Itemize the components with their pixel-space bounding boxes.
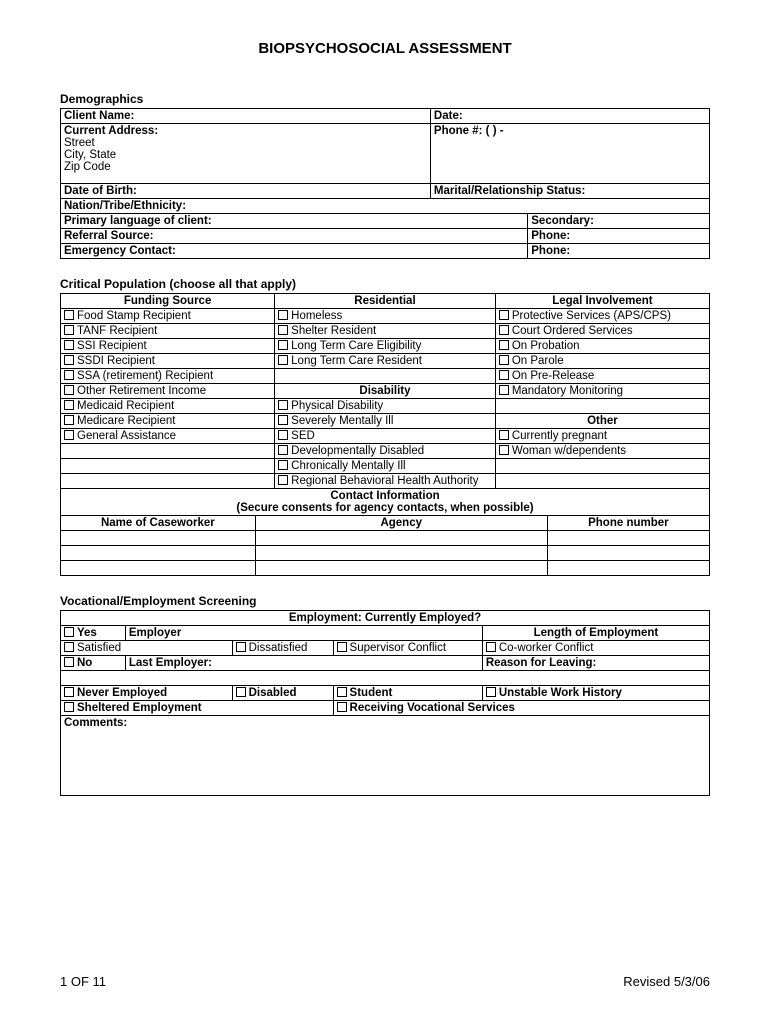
residential-col: Residential <box>275 294 496 309</box>
last-employer-label[interactable]: Last Employer: <box>125 656 482 671</box>
vocational-table: Employment: Currently Employed? Yes Empl… <box>60 610 710 796</box>
referral-label[interactable]: Referral Source: <box>61 229 528 244</box>
contact-table: Name of Caseworker Agency Phone number <box>60 516 710 576</box>
emergency-phone-label[interactable]: Phone: <box>528 244 710 259</box>
chk-tanf[interactable]: TANF Recipient <box>61 324 275 339</box>
chk-receiving[interactable]: Receiving Vocational Services <box>333 701 709 716</box>
chk-medicare[interactable]: Medicare Recipient <box>61 414 275 429</box>
critical-header: Critical Population (choose all that app… <box>60 277 710 291</box>
reason-label[interactable]: Reason for Leaving: <box>482 656 709 671</box>
chk-court[interactable]: Court Ordered Services <box>495 324 709 339</box>
length-label[interactable]: Length of Employment <box>482 626 709 641</box>
chk-general[interactable]: General Assistance <box>61 429 275 444</box>
disability-header: Disability <box>275 384 496 399</box>
phone-label[interactable]: Phone #: ( ) - <box>430 124 709 184</box>
revised-date: Revised 5/3/06 <box>623 974 710 989</box>
primary-lang-label[interactable]: Primary language of client: <box>61 214 528 229</box>
demographics-header: Demographics <box>60 92 710 106</box>
chk-ssa[interactable]: SSA (retirement) Recipient <box>61 369 275 384</box>
chk-shelter[interactable]: Shelter Resident <box>275 324 496 339</box>
demographics-table-2: Primary language of client: Secondary: R… <box>60 214 710 259</box>
empty-cell <box>495 459 709 474</box>
chk-food-stamp[interactable]: Food Stamp Recipient <box>61 309 275 324</box>
other-header: Other <box>495 414 709 429</box>
chk-dev[interactable]: Developmentally Disabled <box>275 444 496 459</box>
empty-cell <box>61 444 275 459</box>
chk-woman[interactable]: Woman w/dependents <box>495 444 709 459</box>
chk-ltc-elig[interactable]: Long Term Care Eligibility <box>275 339 496 354</box>
phone-col: Phone number <box>547 516 709 531</box>
chk-probation[interactable]: On Probation <box>495 339 709 354</box>
agency-col: Agency <box>255 516 547 531</box>
contact-row[interactable] <box>61 531 256 546</box>
employer-label[interactable]: Employer <box>125 626 482 641</box>
page-number: 1 OF 11 <box>60 974 106 989</box>
chk-medicaid[interactable]: Medicaid Recipient <box>61 399 275 414</box>
comments-cell[interactable]: Comments: <box>61 716 710 796</box>
contact-info-header: Contact Information (Secure consents for… <box>61 489 710 516</box>
chk-student[interactable]: Student <box>333 686 482 701</box>
chk-other-ret[interactable]: Other Retirement Income <box>61 384 275 399</box>
emergency-label[interactable]: Emergency Contact: <box>61 244 528 259</box>
contact-row[interactable] <box>61 546 256 561</box>
chk-mandatory[interactable]: Mandatory Monitoring <box>495 384 709 399</box>
chk-never[interactable]: Never Employed <box>61 686 233 701</box>
chk-homeless[interactable]: Homeless <box>275 309 496 324</box>
dob-label[interactable]: Date of Birth: <box>61 184 431 199</box>
marital-label[interactable]: Marital/Relationship Status: <box>430 184 709 199</box>
secondary-label[interactable]: Secondary: <box>528 214 710 229</box>
chk-coworker[interactable]: Co-worker Conflict <box>482 641 709 656</box>
employment-q: Employment: Currently Employed? <box>61 611 710 626</box>
chk-no[interactable]: No <box>61 656 126 671</box>
chk-pregnant[interactable]: Currently pregnant <box>495 429 709 444</box>
empty-cell <box>61 474 275 489</box>
chk-supervisor[interactable]: Supervisor Conflict <box>333 641 482 656</box>
empty-row <box>61 671 710 686</box>
chk-sheltered[interactable]: Sheltered Employment <box>61 701 334 716</box>
vocational-header: Vocational/Employment Screening <box>60 594 710 608</box>
empty-cell <box>495 474 709 489</box>
chk-satisfied[interactable]: Satisfied <box>61 641 233 656</box>
client-name-label[interactable]: Client Name: <box>61 109 431 124</box>
chk-regional[interactable]: Regional Behavioral Health Authority <box>275 474 496 489</box>
funding-col: Funding Source <box>61 294 275 309</box>
legal-col: Legal Involvement <box>495 294 709 309</box>
empty-cell <box>495 399 709 414</box>
empty-cell <box>61 459 275 474</box>
chk-disabled[interactable]: Disabled <box>232 686 333 701</box>
address-cell[interactable]: Current Address: Street City, State Zip … <box>61 124 431 184</box>
contact-row[interactable] <box>61 561 256 576</box>
chk-yes[interactable]: Yes <box>61 626 126 641</box>
chk-severely[interactable]: Severely Mentally Ill <box>275 414 496 429</box>
chk-unstable[interactable]: Unstable Work History <box>482 686 709 701</box>
demographics-table: Client Name: Date: Current Address: Stre… <box>60 108 710 214</box>
chk-dissatisfied[interactable]: Dissatisfied <box>232 641 333 656</box>
empty-cell <box>275 369 496 384</box>
chk-sed[interactable]: SED <box>275 429 496 444</box>
critical-table: Funding Source Residential Legal Involve… <box>60 293 710 516</box>
referral-phone-label[interactable]: Phone: <box>528 229 710 244</box>
chk-ltc-res[interactable]: Long Term Care Resident <box>275 354 496 369</box>
chk-ssdi[interactable]: SSDI Recipient <box>61 354 275 369</box>
chk-parole[interactable]: On Parole <box>495 354 709 369</box>
chk-prerelease[interactable]: On Pre-Release <box>495 369 709 384</box>
chk-chronic[interactable]: Chronically Mentally Ill <box>275 459 496 474</box>
page-title: BIOPSYCHOSOCIAL ASSESSMENT <box>60 40 710 57</box>
chk-ssi[interactable]: SSI Recipient <box>61 339 275 354</box>
chk-protective[interactable]: Protective Services (APS/CPS) <box>495 309 709 324</box>
caseworker-col: Name of Caseworker <box>61 516 256 531</box>
date-label[interactable]: Date: <box>430 109 709 124</box>
chk-physical[interactable]: Physical Disability <box>275 399 496 414</box>
nation-label[interactable]: Nation/Tribe/Ethnicity: <box>61 199 710 214</box>
